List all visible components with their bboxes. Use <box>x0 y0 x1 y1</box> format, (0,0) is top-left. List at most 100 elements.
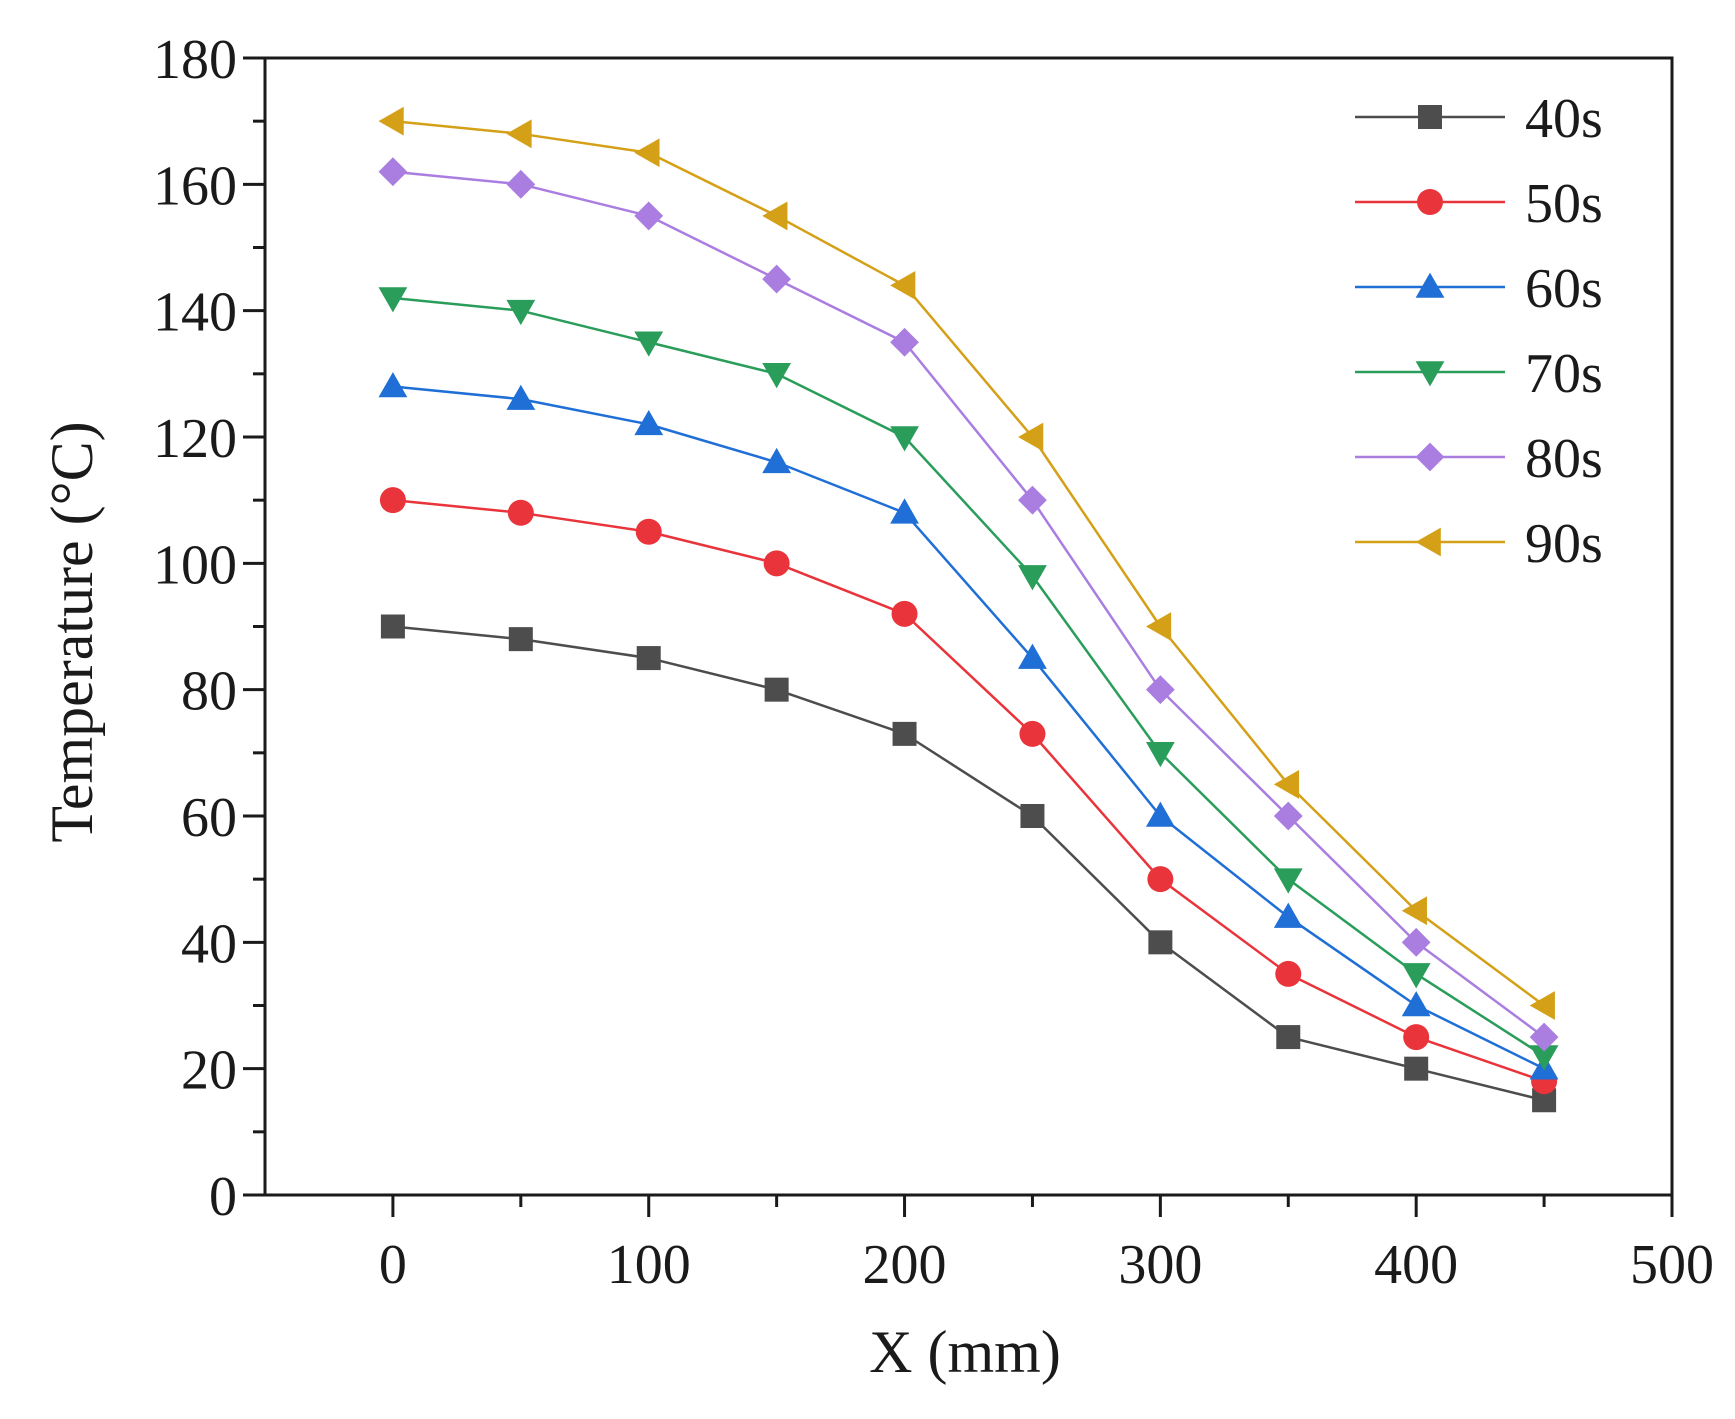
y-tick-label: 160 <box>153 155 237 217</box>
x-tick-label: 200 <box>863 1234 947 1296</box>
plot-frame <box>263 56 1674 1197</box>
series-line <box>392 498 1545 1083</box>
data-point <box>762 363 792 389</box>
series-line <box>392 385 1545 1070</box>
data-point <box>1401 991 1431 1017</box>
x-axis-title: X (mm) <box>869 1319 1061 1385</box>
x-tick-label: 0 <box>379 1234 407 1296</box>
data-point <box>1145 612 1172 641</box>
legend-label: 90s <box>1525 513 1603 575</box>
y-tick-label: 140 <box>153 282 237 344</box>
x-tick-label: 100 <box>607 1234 691 1296</box>
y-tick-label: 180 <box>153 29 237 91</box>
series-80s <box>378 157 1559 1052</box>
data-point <box>1145 801 1175 827</box>
data-point <box>1273 770 1300 799</box>
series-50s <box>379 487 1558 1095</box>
data-point <box>506 119 532 149</box>
y-tick-label: 120 <box>153 408 237 470</box>
data-point <box>890 426 919 452</box>
data-point <box>1273 868 1303 894</box>
data-point <box>506 299 536 326</box>
data-point <box>506 169 536 199</box>
data-point <box>1403 1024 1430 1051</box>
data-point <box>892 721 917 746</box>
legend-item: 70s <box>1355 343 1603 405</box>
legend-item: 50s <box>1355 173 1603 235</box>
data-point <box>1020 804 1045 828</box>
y-tick-label: 80 <box>181 661 237 723</box>
data-point <box>890 271 916 300</box>
legend: 40s 50s 60s 70s 80s 90s <box>1355 88 1603 575</box>
series-60s <box>378 372 1559 1080</box>
data-point <box>1404 1056 1429 1081</box>
legend-label: 50s <box>1525 173 1603 235</box>
data-point <box>1273 902 1303 928</box>
data-point <box>1018 643 1047 669</box>
x-tick-label: 400 <box>1374 1234 1458 1296</box>
legend-marker <box>1415 272 1445 298</box>
data-point <box>1401 963 1431 989</box>
data-point <box>1148 930 1173 955</box>
data-point <box>1145 742 1175 768</box>
legend-label: 80s <box>1525 428 1603 490</box>
data-point <box>1529 1045 1559 1071</box>
data-point <box>1275 960 1302 987</box>
data-point <box>764 677 789 702</box>
data-point <box>1273 801 1303 831</box>
data-point <box>762 264 792 294</box>
data-point <box>378 157 408 187</box>
data-point <box>890 327 919 357</box>
data-point <box>380 614 405 639</box>
data-point <box>1019 720 1046 747</box>
data-point <box>507 499 534 526</box>
legend-label: 40s <box>1525 88 1603 150</box>
legend-item: 40s <box>1355 88 1603 150</box>
data-point <box>634 409 664 436</box>
data-point <box>1018 422 1044 452</box>
data-point <box>1145 675 1175 705</box>
legend-label: 70s <box>1525 343 1603 405</box>
legend-item: 90s <box>1355 513 1603 575</box>
data-point <box>1529 1022 1559 1052</box>
y-tick-label: 100 <box>153 534 237 596</box>
data-point <box>1147 866 1174 893</box>
series-layer <box>378 106 1559 1113</box>
x-tick-label: 300 <box>1118 1234 1202 1296</box>
data-point <box>378 287 408 313</box>
series-line <box>392 170 1545 1039</box>
data-point <box>1529 991 1555 1020</box>
data-point <box>1018 565 1047 591</box>
data-point <box>890 498 919 524</box>
data-point <box>763 550 790 577</box>
data-point <box>634 331 664 357</box>
data-point <box>1401 927 1431 957</box>
y-tick-label: 40 <box>181 913 237 975</box>
legend-marker <box>1418 105 1442 129</box>
axis-layer: 0 100 200 300 400 500 0 20 40 60 80 100 120 140 160 180 <box>153 29 1714 1296</box>
legend-item: 80s <box>1355 428 1603 490</box>
data-point <box>762 447 792 474</box>
legend-marker <box>1417 189 1443 215</box>
data-point <box>635 518 662 545</box>
x-tick-label: 500 <box>1630 1234 1714 1296</box>
data-point <box>379 487 406 514</box>
series-line <box>392 625 1545 1102</box>
y-tick-label: 20 <box>181 1040 237 1102</box>
series-40s <box>380 614 1557 1113</box>
data-point <box>1401 896 1427 926</box>
legend-marker <box>1415 361 1445 387</box>
y-tick-label: 60 <box>181 787 237 849</box>
data-point <box>891 600 918 627</box>
data-point <box>378 372 408 398</box>
data-point <box>1018 485 1047 515</box>
legend-marker <box>1415 527 1441 557</box>
y-tick-label: 0 <box>209 1166 237 1228</box>
legend-label: 60s <box>1525 258 1603 320</box>
data-point <box>762 201 788 231</box>
data-point <box>634 138 660 168</box>
data-point <box>634 201 664 231</box>
data-point <box>1276 1025 1301 1050</box>
